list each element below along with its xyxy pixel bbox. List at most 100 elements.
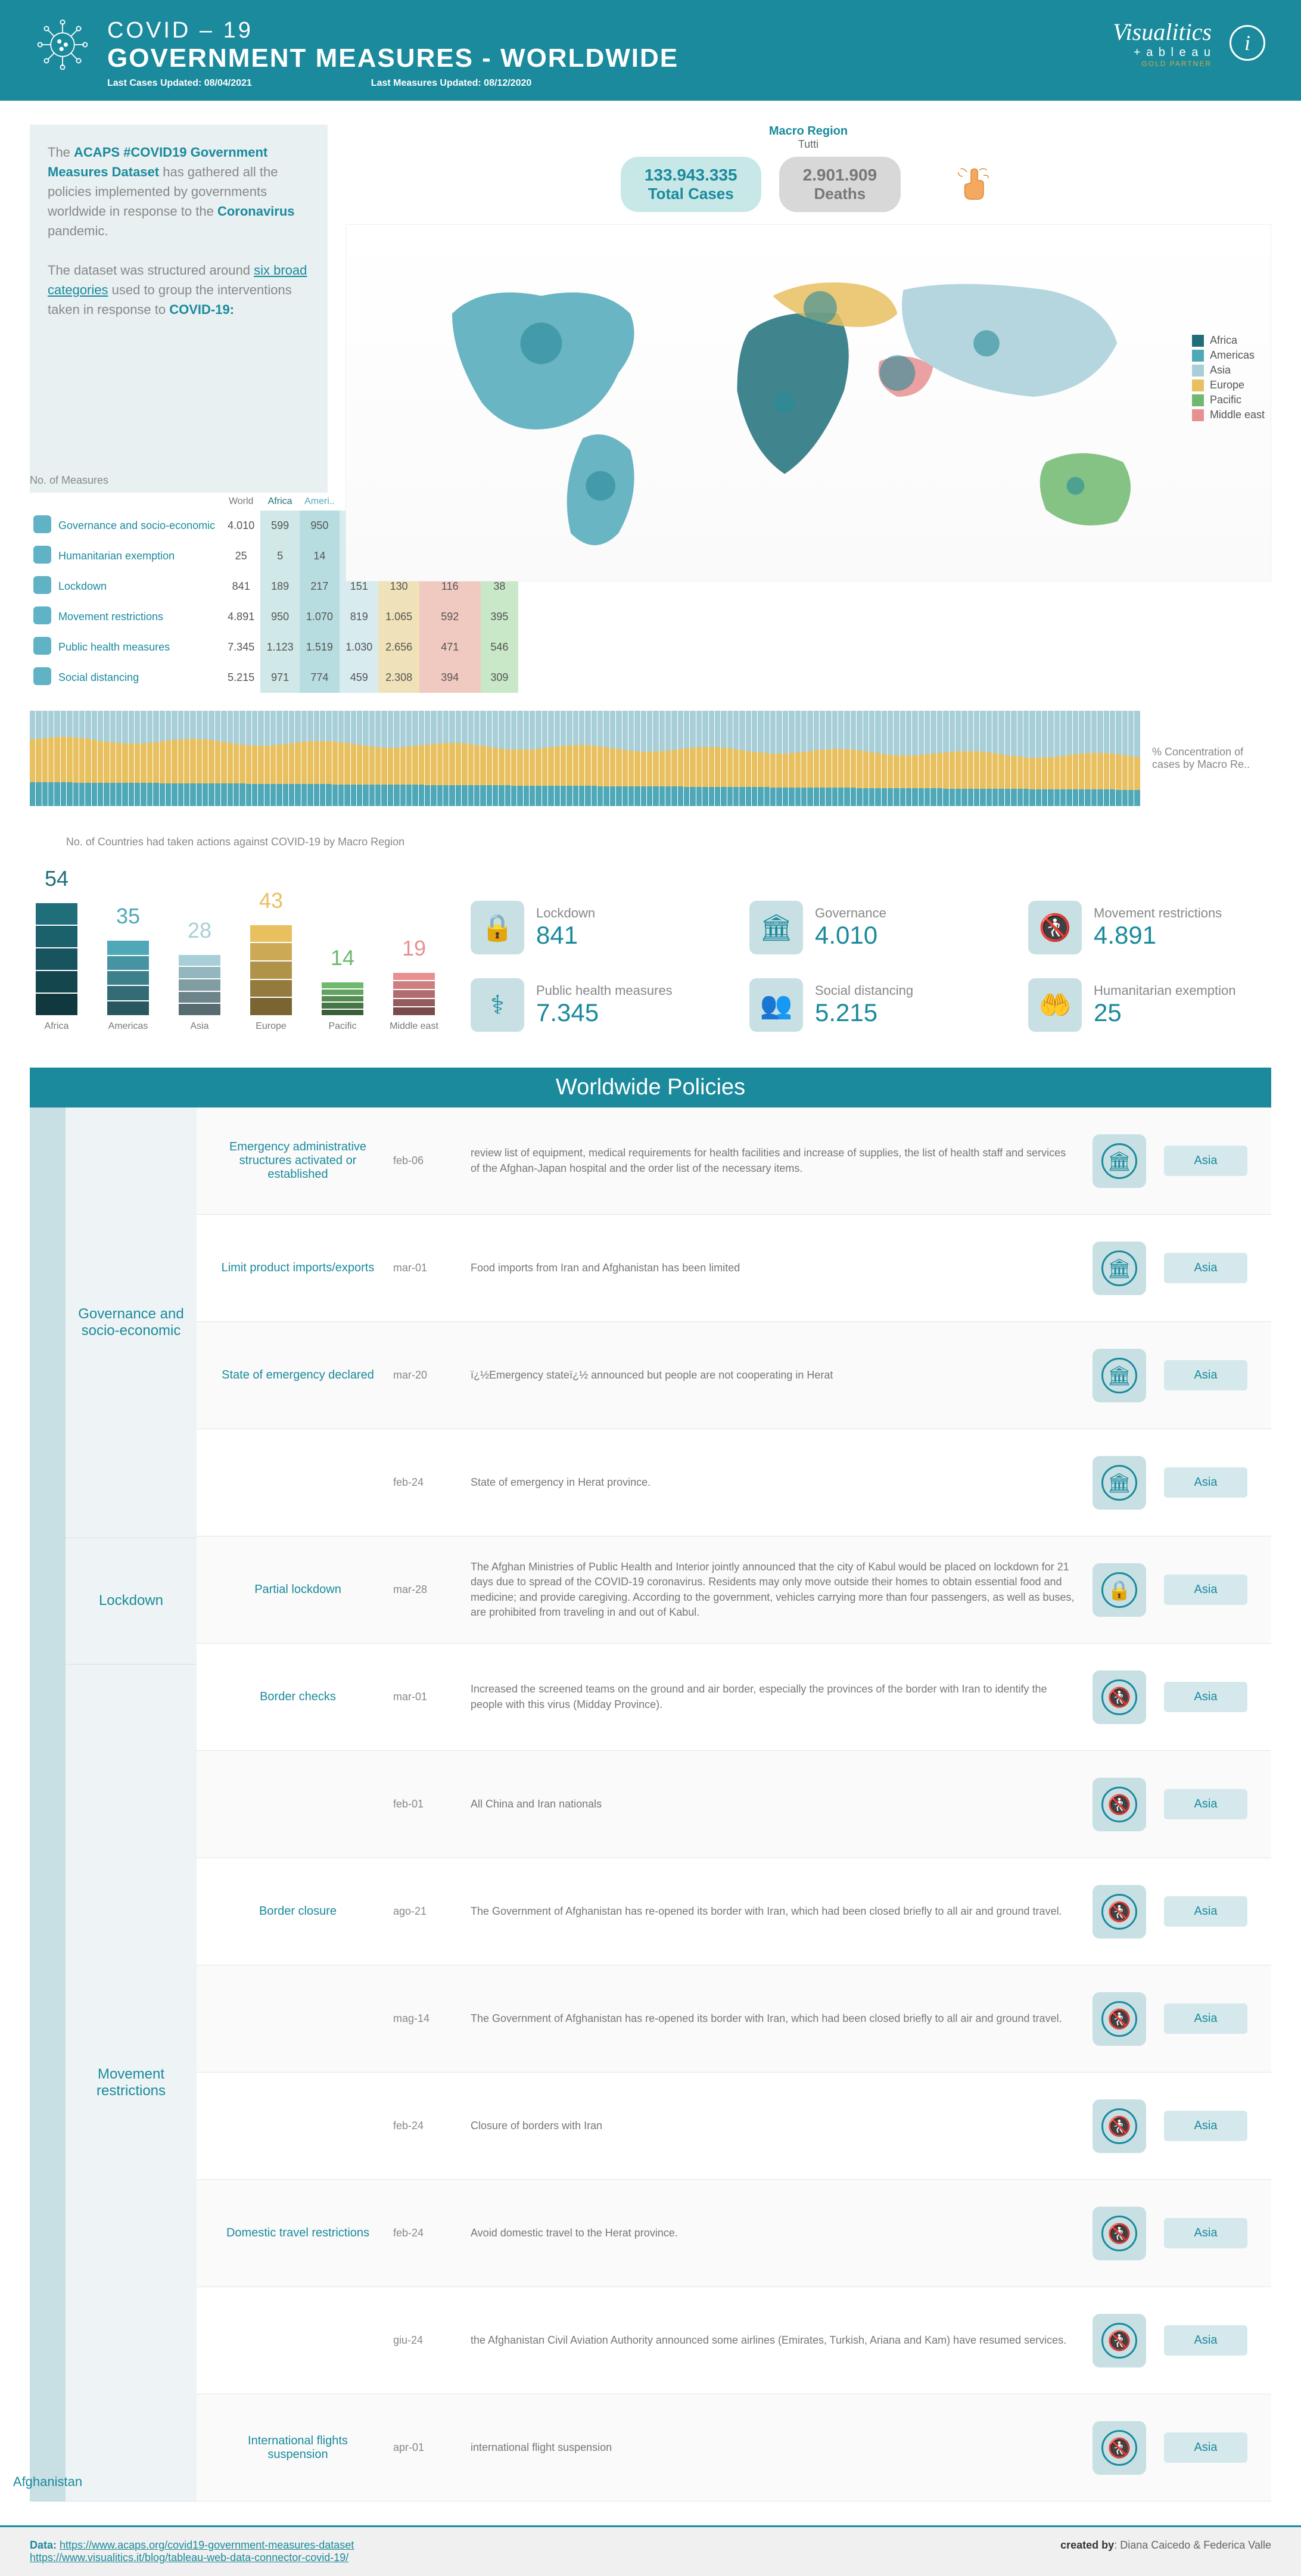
policy-category-icon: 🚷 [1093,2421,1146,2475]
policy-region-button[interactable]: Asia [1164,2325,1247,2356]
policies-header: Worldwide Policies [30,1068,1271,1107]
policy-measure: International flights suspension [220,2434,375,2462]
policy-date: mar-01 [393,1691,453,1703]
kpi-tile[interactable]: 👥 Social distancing5.215 [749,978,992,1032]
kpi-icon: 🔒 [471,901,524,954]
policy-row: feb-24 Closure of borders with Iran 🚷 As… [197,2073,1271,2180]
policy-date: mag-14 [393,2012,453,2025]
policy-category-icon: 🚷 [1093,1670,1146,1724]
policy-row: Border checks mar-01 Increased the scree… [197,1644,1271,1751]
kpi-tile[interactable]: 🚷 Movement restrictions4.891 [1028,901,1271,954]
policy-region-button[interactable]: Asia [1164,1360,1247,1390]
legend-item[interactable]: Africa [1192,334,1265,347]
legend-item[interactable]: Europe [1192,379,1265,391]
title-bold: GOVERNMENT MEASURES - WORLDWIDE [107,43,678,73]
policy-region-button[interactable]: Asia [1164,2218,1247,2248]
policy-description: Increased the screened teams on the grou… [471,1682,1075,1712]
kpi-icon: 🚷 [1028,901,1082,954]
policy-description: The Government of Afghanistan has re-ope… [471,2011,1075,2026]
policy-region-button[interactable]: Asia [1164,1575,1247,1605]
legend-item[interactable]: Asia [1192,364,1265,377]
country-bar[interactable]: 19 Middle east [387,936,441,1032]
table-row[interactable]: Public health measures7.3451.1231.5191.0… [30,632,518,662]
concentration-strip-chart[interactable]: % Concentration of cases by Macro Re.. [30,711,1271,806]
legend-item[interactable]: Pacific [1192,394,1265,406]
macro-region-value[interactable]: Tutti [346,138,1271,151]
policy-row: giu-24 the Afghanistan Civil Aviation Au… [197,2287,1271,2394]
countries-bar-chart[interactable]: 54 Africa 35 Americas 28 Asia 43 Europe … [30,866,441,1032]
category-cell[interactable]: Governance and socio-economic [66,1107,197,1538]
policy-date: mar-01 [393,1262,453,1274]
policy-description: Food imports from Iran and Afghanistan h… [471,1261,1075,1275]
legend-item[interactable]: Middle east [1192,409,1265,421]
policy-date: feb-24 [393,2120,453,2132]
country-bar[interactable]: 28 Asia [173,918,226,1032]
policy-description: review list of equipment, medical requir… [471,1146,1075,1175]
kpi-tile[interactable]: 🤲 Humanitarian exemption25 [1028,978,1271,1032]
policy-date: apr-01 [393,2441,453,2454]
policy-region-button[interactable]: Asia [1164,1146,1247,1176]
country-bar[interactable]: 54 Africa [30,866,83,1032]
category-cell[interactable]: Lockdown [66,1538,197,1665]
policy-description: the Afghanistan Civil Aviation Authority… [471,2333,1075,2348]
policy-description: ï¿½Emergency stateï¿½ announced but peop… [471,1368,1075,1383]
legend-item[interactable]: Americas [1192,349,1265,362]
kpi-tile[interactable]: 🔒 Lockdown841 [471,901,714,954]
policy-region-button[interactable]: Asia [1164,1253,1247,1283]
pointer-hand-icon [954,164,996,206]
last-measures-updated: Last Measures Updated: 08/12/2020 [371,78,531,89]
policy-region-button[interactable]: Asia [1164,2432,1247,2463]
policy-row: Emergency administrative structures acti… [197,1107,1271,1215]
kpi-icon: 🏛 [749,901,803,954]
world-map[interactable]: Africa Americas Asia Europe Pacific Middle ea… [346,224,1271,581]
policy-category-icon: 🚷 [1093,1778,1146,1831]
map-legend: Africa Americas Asia Europe Pacific Middle ea… [1192,332,1265,424]
kpi-tile[interactable]: 🏛 Governance4.010 [749,901,992,954]
policy-category-icon: 🚷 [1093,2207,1146,2260]
policy-region-button[interactable]: Asia [1164,1789,1247,1819]
policy-row: Limit product imports/exports mar-01 Foo… [197,1215,1271,1322]
policy-measure: State of emergency declared [220,1368,375,1382]
policy-region-button[interactable]: Asia [1164,2111,1247,2141]
policy-description: international flight suspension [471,2440,1075,2455]
category-cell[interactable]: Movement restrictions [66,1665,197,2502]
table-row[interactable]: Movement restrictions4.8919501.0708191.0… [30,602,518,632]
title-thin: COVID – 19 [107,18,678,43]
data-link-1[interactable]: https://www.acaps.org/covid19-government… [60,2539,354,2551]
country-bar[interactable]: 14 Pacific [316,945,369,1032]
policy-region-button[interactable]: Asia [1164,1896,1247,1927]
footer: Data: https://www.acaps.org/covid19-gove… [0,2525,1301,2576]
policy-measure: Border checks [220,1690,375,1704]
country-bar[interactable]: 43 Europe [244,888,298,1032]
policy-measure: Partial lockdown [220,1583,375,1597]
policy-row: Border closure ago-21 The Government of … [197,1858,1271,1965]
policy-date: feb-24 [393,2227,453,2239]
policy-description: The Afghan Ministries of Public Health a… [471,1560,1075,1620]
policy-description: State of emergency in Herat province. [471,1475,1075,1490]
policy-row: mag-14 The Government of Afghanistan has… [197,1965,1271,2073]
policy-category-icon: 🏛 [1093,1349,1146,1402]
policy-measure: Domestic travel restrictions [220,2226,375,2240]
table-row[interactable]: Social distancing5.2159717744592.3083943… [30,662,518,693]
policy-row: State of emergency declared mar-20 ï¿½Em… [197,1322,1271,1429]
total-cases-stat: 133.943.335 Total Cases [621,157,761,212]
policy-category-icon: 🚷 [1093,1992,1146,2046]
policy-category-icon: 🔒 [1093,1563,1146,1617]
policy-category-icon: 🚷 [1093,1885,1146,1939]
policy-region-button[interactable]: Asia [1164,1682,1247,1712]
policy-date: feb-24 [393,1476,453,1489]
policy-date: feb-01 [393,1798,453,1810]
virus-icon [36,18,89,71]
info-button[interactable]: i [1230,25,1265,61]
policy-row: Partial lockdown mar-28 The Afghan Minis… [197,1536,1271,1644]
app-header: COVID – 19 GOVERNMENT MEASURES - WORLDWI… [0,0,1301,101]
policy-description: All China and Iran nationals [471,1797,1075,1812]
policy-category-icon: 🚷 [1093,2099,1146,2153]
policy-region-button[interactable]: Asia [1164,2003,1247,2034]
countries-chart-title: No. of Countries had taken actions again… [30,836,441,848]
data-link-2[interactable]: https://www.visualitics.it/blog/tableau-… [30,2552,348,2563]
policy-region-button[interactable]: Asia [1164,1467,1247,1498]
country-bar[interactable]: 35 Americas [101,904,155,1032]
last-cases-updated: Last Cases Updated: 08/04/2021 [107,78,252,89]
kpi-tile[interactable]: ⚕ Public health measures7.345 [471,978,714,1032]
